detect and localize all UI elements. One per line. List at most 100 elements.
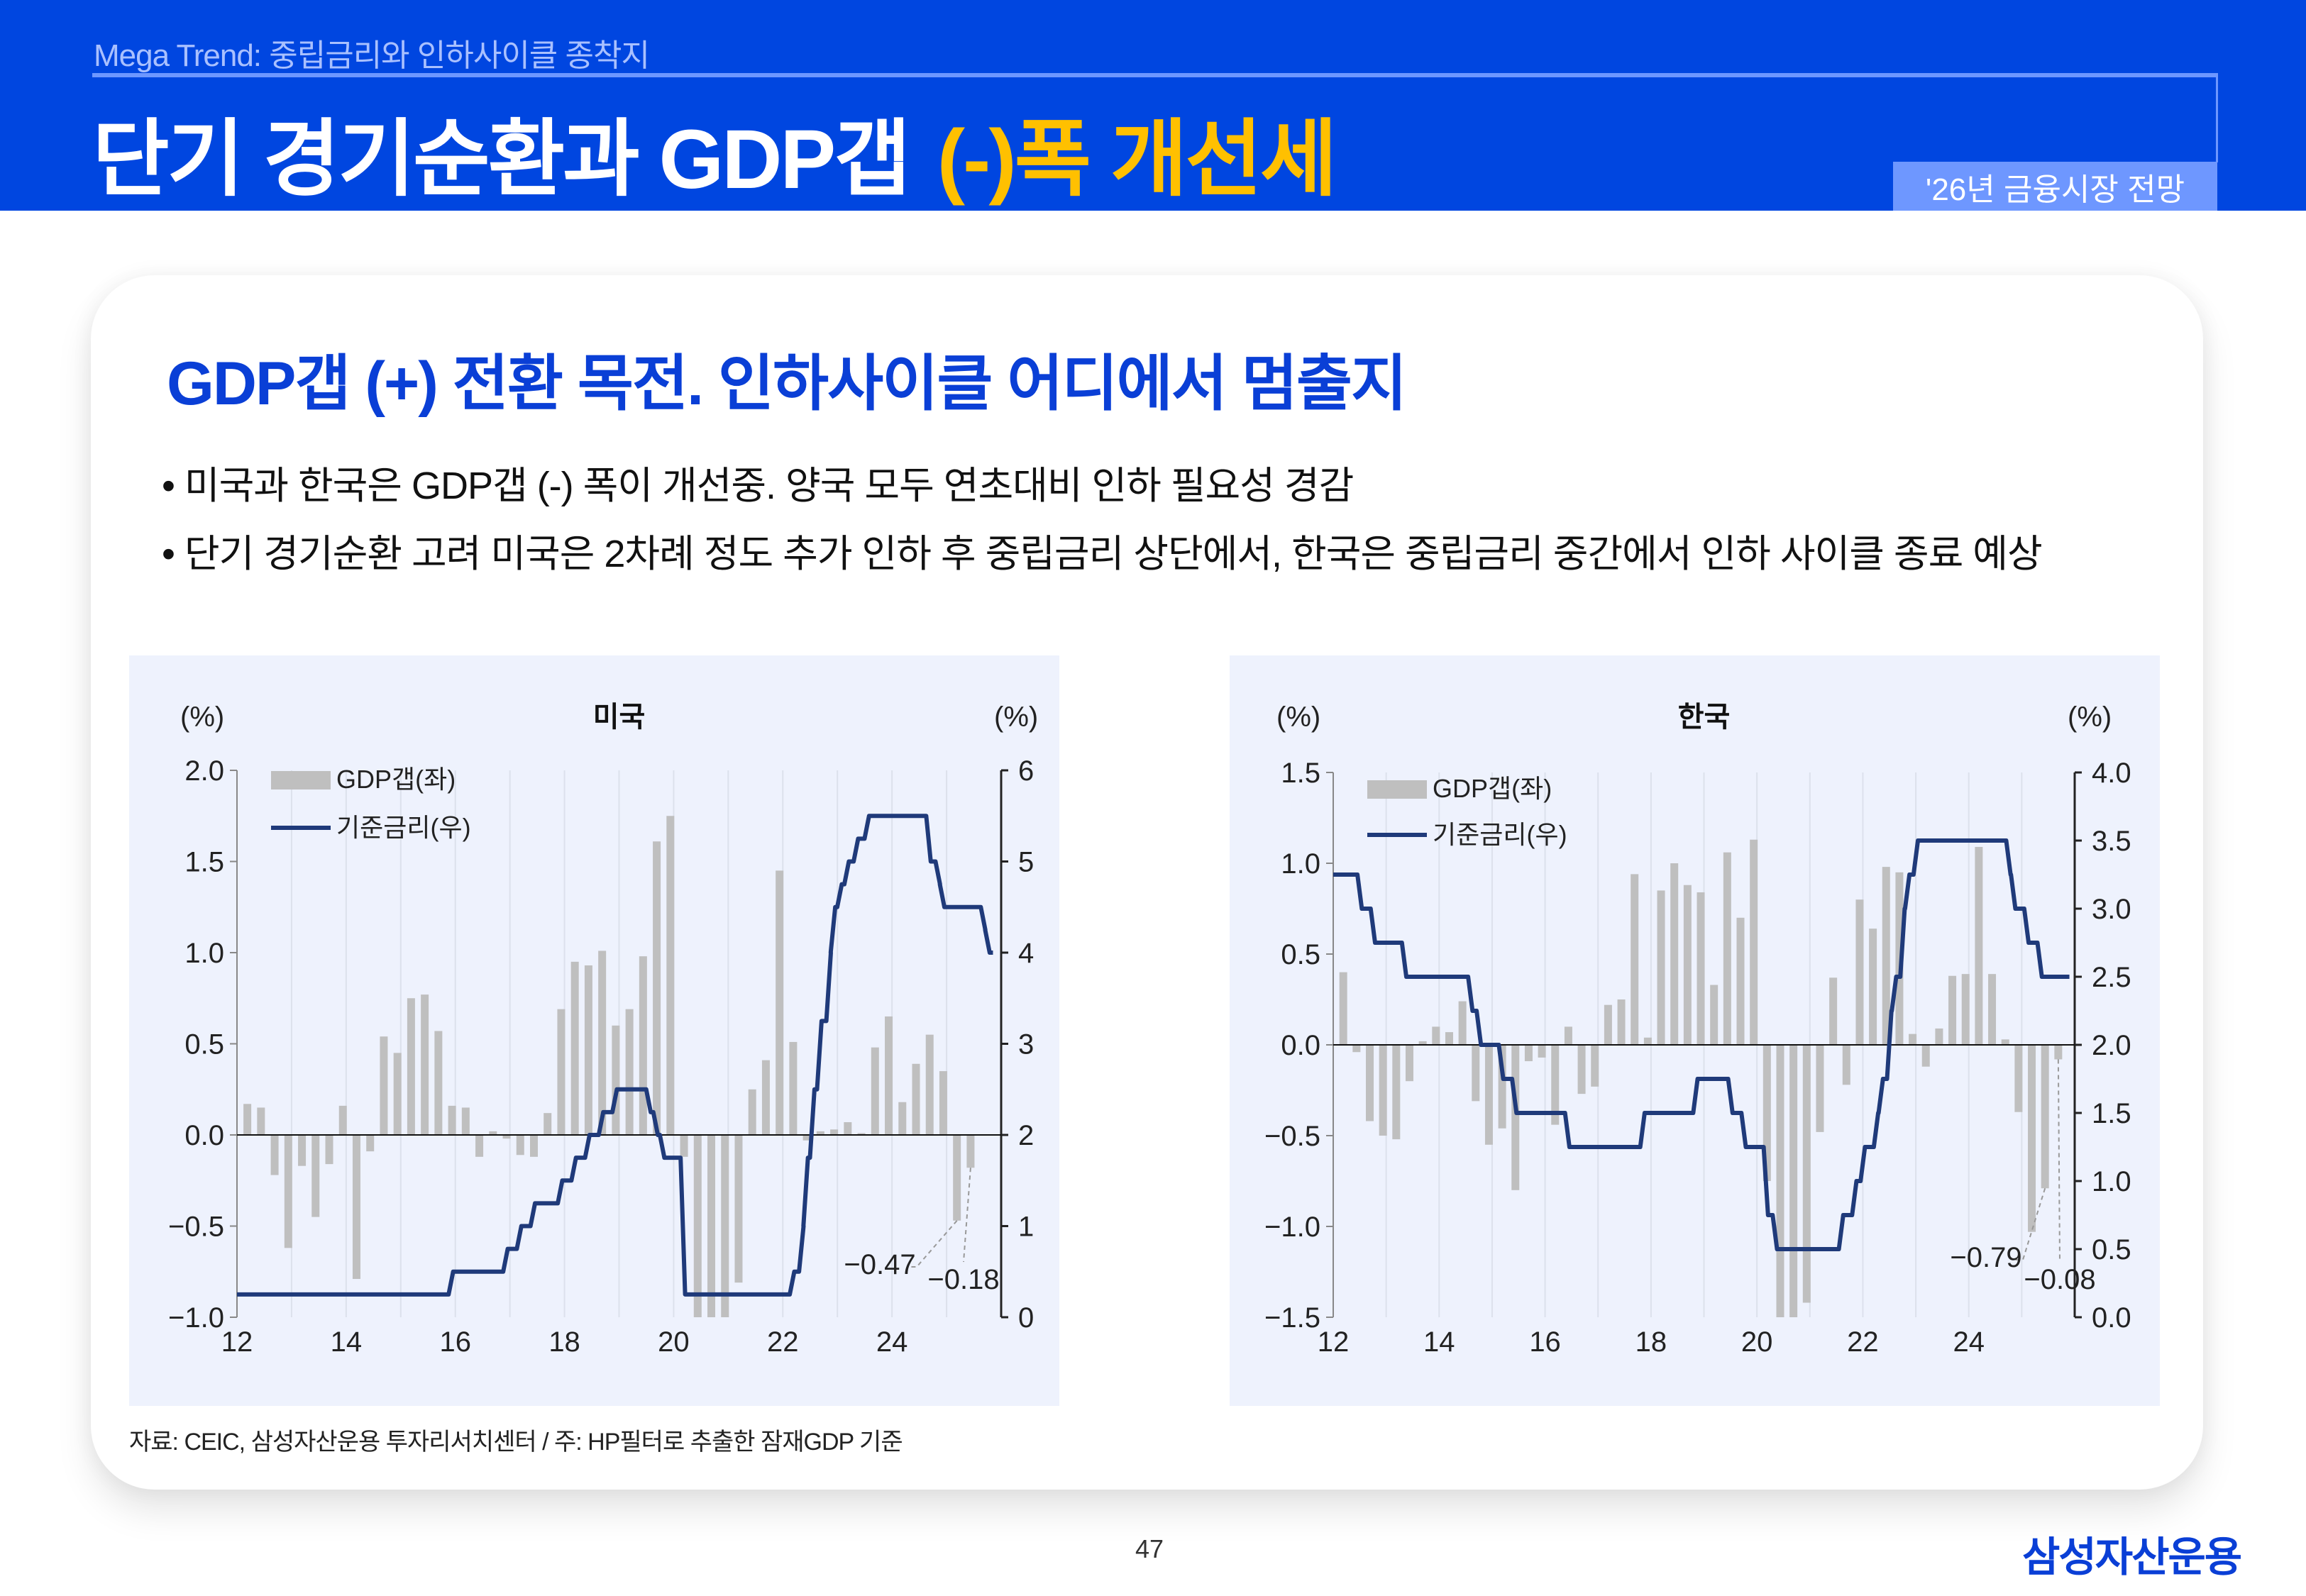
x-axis-tick-label: 18	[1635, 1326, 1667, 1358]
gdp-gap-bar	[1484, 1045, 1493, 1145]
right-axis-tick-label: 0	[1018, 1302, 1034, 1334]
gdp-gap-bar	[1551, 1045, 1560, 1125]
gdp-gap-bar	[1617, 999, 1626, 1045]
gdp-gap-bar	[1577, 1045, 1586, 1095]
gdp-gap-bar	[693, 1135, 702, 1317]
gdp-gap-bar	[516, 1135, 524, 1156]
gdp-gap-bar	[257, 1107, 265, 1135]
gdp-gap-bar	[2041, 1045, 2049, 1189]
gdp-gap-bar	[380, 1036, 388, 1135]
x-axis-tick-label: 14	[331, 1326, 363, 1358]
gdp-gap-bar	[1750, 839, 1758, 1045]
gdp-gap-bar	[1379, 1045, 1387, 1136]
right-axis-tick-label: 3.0	[2092, 894, 2131, 925]
chart-panel-us: (%) 미국 (%) 2.0 1.5 1.0 0.5 0.0 −0.5 −1.0 6 5 4 3 2 1 0 12…	[129, 655, 1059, 1406]
page-title-highlight: (-)폭 개선세	[937, 113, 1337, 206]
annotation-leader	[963, 1168, 971, 1263]
gdp-gap-bar	[871, 1047, 879, 1135]
gdp-gap-bar	[1789, 1045, 1798, 1317]
gdp-gap-bar	[898, 1102, 907, 1135]
gdp-gap-bar	[1432, 1026, 1440, 1045]
gdp-gap-bar	[1643, 1037, 1652, 1045]
x-axis-tick-label: 14	[1423, 1326, 1455, 1358]
gdp-gap-bar	[939, 1071, 947, 1135]
x-axis-tick-label: 18	[548, 1326, 580, 1358]
gdp-gap-bar	[816, 1131, 824, 1135]
gdp-gap-bar	[1352, 1045, 1361, 1053]
gdp-gap-bar	[1762, 1045, 1771, 1181]
x-axis-tick-label: 20	[1741, 1326, 1773, 1358]
legend-bar-swatch	[271, 771, 331, 789]
annotation-label: −0.47	[844, 1249, 915, 1280]
gdp-gap-bar	[407, 998, 415, 1135]
gdp-gap-bar	[1948, 975, 1957, 1045]
right-axis-unit: (%)	[2068, 702, 2112, 733]
gdp-gap-bar	[366, 1135, 375, 1152]
left-axis-tick-label: 0.5	[1281, 939, 1320, 970]
gdp-gap-bar	[776, 870, 784, 1135]
x-axis-tick-label: 20	[658, 1326, 690, 1358]
gdp-gap-bar	[1631, 874, 1639, 1045]
header-divider	[92, 73, 2217, 77]
gdp-gap-bar	[1418, 1041, 1427, 1045]
right-axis-tick-label: 3	[1018, 1029, 1034, 1060]
gdp-gap-bar	[721, 1135, 729, 1317]
right-axis-tick-label: 1	[1018, 1212, 1034, 1243]
gdp-gap-bar	[857, 1133, 866, 1135]
left-axis-tick-label: −1.0	[168, 1302, 224, 1334]
gdp-gap-bar	[2028, 1045, 2036, 1232]
annotation-leader	[2013, 1187, 2046, 1260]
left-axis-tick-label: −1.0	[1264, 1212, 1320, 1243]
chart-panel-korea: (%) 한국 (%) 1.5 1.0 0.5 0.0 −0.5 −1.0 −1.5 4.0 3.5 3.…	[1230, 655, 2160, 1406]
gdp-gap-bar	[734, 1135, 743, 1283]
gdp-gap-bar	[666, 816, 675, 1135]
gdp-gap-bar	[434, 1031, 443, 1135]
annotation-label: −0.18	[927, 1264, 999, 1295]
gdp-gap-bar	[885, 1016, 893, 1135]
gdp-gap-bar	[2054, 1045, 2063, 1060]
page-number: 47	[1135, 1534, 1164, 1563]
source-note: 자료: CEIC, 삼성자산운용 투자리서치센터 / 주: HP필터로 추출한 …	[129, 1429, 903, 1456]
gdp-gap-bar	[1604, 1004, 1612, 1045]
x-axis-tick-label: 12	[1318, 1326, 1350, 1358]
gdp-gap-bar	[1697, 892, 1705, 1045]
gdp-gap-bar	[761, 1060, 770, 1135]
right-axis-tick-label: 0.5	[2092, 1234, 2131, 1265]
left-axis-tick-label: 1.0	[1281, 848, 1320, 880]
legend-label-gdp-gap: GDP갭(좌)	[1433, 774, 1552, 803]
left-axis-unit: (%)	[180, 702, 224, 733]
gdp-gap-bar	[1829, 977, 1838, 1045]
annotation-label: −0.79	[1950, 1242, 2021, 1273]
gdp-gap-bar	[966, 1135, 975, 1168]
bullet-1: • 미국과 한국은 GDP갭 (-) 폭이 개선중. 양국 모두 연초대비 인하…	[162, 465, 1354, 507]
right-axis-tick-label: 5	[1018, 847, 1034, 878]
right-axis-unit: (%)	[994, 702, 1038, 733]
gdp-gap-bar	[1921, 1045, 1930, 1067]
gdp-gap-bar	[448, 1105, 456, 1135]
gdp-gap-bar	[680, 1135, 688, 1157]
legend-label-policy-rate: 기준금리(우)	[336, 813, 471, 842]
gdp-gap-bar	[1909, 1033, 1917, 1045]
gdp-gap-bar	[243, 1104, 252, 1135]
company-logo: 삼성자산운용	[2022, 1534, 2242, 1580]
page-title-main: 단기 경기순환과 GDP갭	[92, 113, 911, 206]
right-axis-tick-label: 0.0	[2092, 1302, 2131, 1334]
x-axis-tick-label: 22	[767, 1326, 799, 1358]
gdp-gap-bar	[598, 951, 607, 1135]
gdp-gap-bar	[1670, 863, 1679, 1045]
x-axis-tick-label: 22	[1847, 1326, 1879, 1358]
gdp-gap-bar	[461, 1107, 470, 1135]
gdp-gap-bar	[1869, 929, 1877, 1045]
gdp-gap-bar	[1975, 846, 1983, 1045]
gdp-gap-bar	[844, 1122, 852, 1135]
gdp-gap-bar	[912, 1063, 920, 1135]
gdp-gap-bar	[393, 1053, 402, 1135]
right-axis-tick-label: 6	[1018, 755, 1034, 787]
left-axis-tick-label: 0.5	[184, 1029, 224, 1060]
gdp-gap-bar	[1683, 885, 1692, 1045]
legend-label-gdp-gap: GDP갭(좌)	[336, 765, 456, 794]
right-axis-tick-label: 2.0	[2092, 1030, 2131, 1061]
page-title: 단기 경기순환과 GDP갭 (-)폭 개선세	[92, 91, 1337, 212]
left-axis-tick-label: −1.5	[1264, 1302, 1320, 1334]
left-axis-unit: (%)	[1276, 702, 1320, 733]
